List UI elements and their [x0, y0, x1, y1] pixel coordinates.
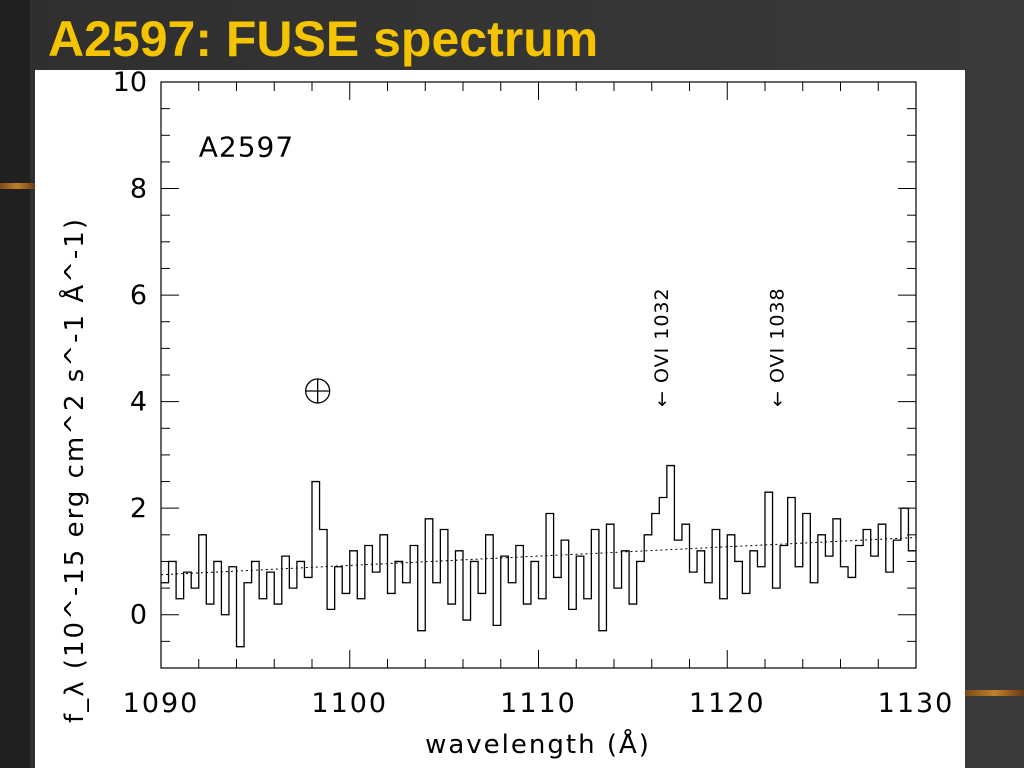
axis-ticks	[160, 81, 917, 669]
x-tick-label: 1130	[878, 688, 955, 719]
x-axis-label: wavelength (Å)	[425, 728, 651, 760]
x-tick-label: 1090	[123, 688, 200, 719]
slide-title: A2597: FUSE spectrum	[48, 11, 599, 67]
continuum-fit-line	[160, 536, 917, 576]
x-tick-label: 1120	[689, 688, 766, 719]
chart-panel: 1090 1100 1110 1120 1130 0 2 4 6 8 10 wavelength …	[35, 70, 965, 768]
y-tick-label: 6	[130, 280, 147, 311]
line-marker-label: ← OVI 1032	[651, 287, 673, 407]
annotation-label: A2597	[199, 131, 294, 164]
spectrum-series-line	[161, 464, 916, 648]
line-marker-label: ← OVI 1038	[766, 287, 788, 407]
x-tick-labels: 1090 1100 1110 1120 1130	[123, 688, 955, 719]
x-tick-label: 1110	[500, 688, 577, 719]
spectrum-chart: 1090 1100 1110 1120 1130 0 2 4 6 8 10 wavelength …	[58, 70, 955, 760]
slide-accent-right	[965, 690, 1024, 696]
y-tick-label: 8	[130, 174, 147, 205]
y-axis-label: f_λ (10^-15 erg cm^2 s^-1 Å^-1)	[58, 217, 90, 723]
slide-accent-left	[0, 183, 35, 189]
earth-symbol-icon	[305, 378, 331, 404]
y-tick-label: 4	[130, 387, 147, 418]
y-tick-label: 2	[130, 493, 147, 524]
y-tick-label: 10	[113, 70, 147, 98]
annotations: A2597 ← OVI 1032 ← OVI 1038	[199, 131, 789, 407]
y-tick-labels: 0 2 4 6 8 10	[113, 70, 147, 631]
y-tick-label: 0	[130, 600, 147, 631]
slide-left-bar	[0, 0, 30, 768]
x-tick-label: 1100	[311, 688, 388, 719]
